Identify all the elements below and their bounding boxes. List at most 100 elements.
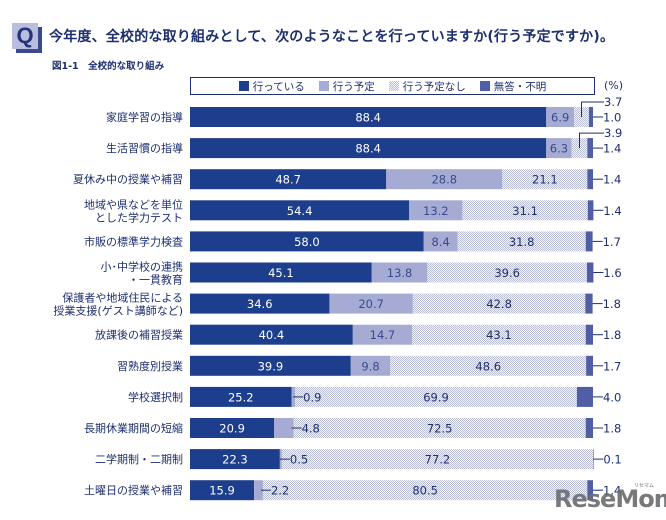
value-label-not-planned: 31.8 — [509, 235, 535, 249]
value-label-not-planned: 3.7 — [604, 95, 622, 109]
bar-row: 二学期制・二期制 22.3 0.5 77.2 0.1 — [95, 449, 622, 470]
value-label-no-answer: 1.8 — [603, 297, 621, 311]
bar-segment-planned — [386, 169, 503, 190]
bar-segment-planned — [329, 293, 413, 314]
bar-segment-not-planned — [390, 355, 587, 376]
bar-segment-planned — [371, 262, 428, 283]
category-label: 保護者や地域住民による — [62, 291, 183, 305]
category-label: 授業支援(ゲスト講師など) — [53, 304, 183, 318]
value-label-doing: 48.7 — [275, 173, 301, 187]
category-label: 習熟度別授業 — [117, 359, 183, 373]
bar-row: 市販の標準学力検査 58.0 8.4 31.8 1.7 — [84, 231, 621, 252]
bar-segment-doing — [190, 107, 547, 127]
bar-row: 家庭学習の指導 88.4 6.9 3.7 1.0 — [106, 95, 622, 127]
value-label-doing: 40.4 — [259, 328, 285, 342]
legend-swatch-not-planned — [388, 81, 399, 91]
value-label-not-planned: 72.5 — [427, 422, 453, 436]
value-label-no-answer: 1.4 — [603, 484, 621, 498]
value-label-planned: 6.9 — [551, 111, 569, 125]
value-label-no-answer: 4.0 — [603, 390, 621, 404]
bar-row: 習熟度別授業 39.9 9.8 48.6 1.7 — [117, 355, 621, 376]
bar-segment-not-planned — [281, 449, 593, 470]
value-label-doing: 39.9 — [258, 359, 284, 373]
resemom-watermark-kana: リセマム — [634, 483, 655, 489]
value-label-planned: 8.4 — [432, 235, 450, 249]
value-label-not-planned: 77.2 — [425, 453, 451, 467]
value-label-doing: 25.2 — [228, 390, 254, 404]
callout-line-not-planned — [581, 101, 604, 117]
bar-segment-no-answer — [585, 324, 593, 345]
bar-segment-doing — [190, 418, 275, 438]
figure-title: 図1-1 全校的な取り組み — [52, 61, 165, 72]
category-label: 生活習慣の指導 — [106, 141, 183, 155]
value-label-not-planned: 80.5 — [412, 484, 438, 498]
bar-segment-doing — [190, 324, 353, 345]
bar-segment-doing — [190, 200, 410, 221]
legend-item-planned: 行う予定 — [318, 79, 375, 94]
value-label-planned: 28.8 — [431, 173, 457, 187]
bar-segment-no-answer — [585, 418, 593, 438]
legend-label-doing: 行っている — [252, 80, 305, 93]
unit-label: (%) — [604, 79, 624, 92]
value-label-no-answer: 1.0 — [603, 111, 621, 125]
callout-line-not-planned — [578, 132, 604, 149]
bar-segment-planned — [350, 355, 391, 376]
value-label-not-planned: 43.1 — [486, 328, 512, 342]
bar-segment-no-answer — [586, 355, 593, 376]
bar-segment-no-answer — [576, 386, 593, 407]
category-label: 土曜日の授業や補習 — [84, 483, 183, 497]
value-label-planned: 6.3 — [550, 142, 568, 156]
value-label-no-answer: 1.7 — [603, 235, 621, 249]
bar-segment-doing — [190, 262, 372, 283]
value-label-no-answer: 1.4 — [603, 204, 621, 218]
value-label-doing: 54.4 — [287, 204, 313, 218]
value-label-doing: 58.0 — [294, 235, 320, 249]
value-label-no-answer: 0.1 — [603, 453, 621, 467]
value-label-not-planned: 69.9 — [423, 390, 449, 404]
value-label-no-answer: 1.6 — [603, 266, 621, 280]
bar-segment-doing — [190, 355, 351, 376]
value-label-doing: 22.3 — [222, 453, 248, 467]
bar-segment-planned — [423, 231, 458, 252]
bar-segment-not-planned — [295, 386, 577, 407]
bar-segment-planned — [546, 138, 572, 159]
bar-segment-not-planned — [412, 324, 586, 345]
category-label: 家庭学習の指導 — [106, 110, 183, 124]
value-label-planned: 9.8 — [361, 359, 379, 373]
value-label-not-planned: 48.6 — [475, 359, 501, 373]
category-label: 地域や県などを単位 — [84, 197, 183, 211]
category-label: 学校選択制 — [128, 390, 183, 404]
bar-segment-planned — [254, 480, 263, 501]
value-label-planned: 2.2 — [271, 484, 289, 498]
bar-segment-doing — [190, 480, 255, 501]
value-label-not-planned: 39.6 — [494, 266, 520, 280]
bar-segment-doing — [190, 449, 280, 470]
category-label: 放課後の補習授業 — [95, 328, 183, 342]
bar-segment-not-planned — [262, 480, 588, 501]
bar-segment-no-answer — [586, 262, 594, 283]
legend-item-no-answer: 無答・不明 — [479, 79, 546, 94]
bar-segment-no-answer — [587, 200, 594, 221]
bar-segment-not-planned — [502, 169, 588, 190]
bar-segment-planned — [274, 418, 294, 438]
bar-segment-no-answer — [587, 480, 593, 501]
value-label-doing: 34.6 — [247, 297, 273, 311]
bar-row: 夏休み中の授業や補習 48.7 28.8 21.1 1.4 — [73, 169, 621, 190]
category-label: 二学期制・二期制 — [95, 452, 183, 466]
q-icon-box: Q — [12, 23, 38, 49]
value-label-doing: 15.9 — [209, 484, 235, 498]
bar-segment-no-answer — [585, 231, 593, 252]
bar-segment-no-answer — [593, 449, 594, 470]
value-label-not-planned: 21.1 — [532, 173, 558, 187]
value-label-planned: 0.9 — [303, 390, 321, 404]
question-q-icon: Q — [12, 23, 42, 53]
bar-segment-no-answer — [587, 138, 593, 159]
category-label: とした学力テスト — [95, 210, 183, 224]
category-label: 長期休業期間の短縮 — [84, 421, 183, 435]
legend-swatch-planned — [318, 81, 329, 91]
bar-segment-not-planned — [427, 262, 587, 283]
bar-segment-doing — [190, 293, 330, 314]
value-label-not-planned: 3.9 — [604, 126, 622, 140]
